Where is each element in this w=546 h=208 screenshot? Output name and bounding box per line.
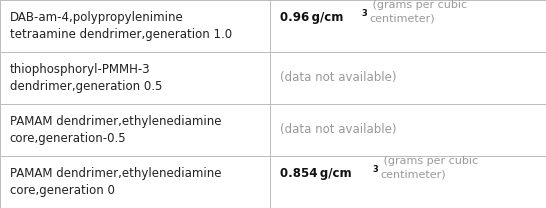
Text: PAMAM dendrimer,ethylenediamine
core,generation 0: PAMAM dendrimer,ethylenediamine core,gen…: [10, 167, 221, 197]
Text: PAMAM dendrimer,ethylenediamine
core,generation-0.5: PAMAM dendrimer,ethylenediamine core,gen…: [10, 115, 221, 145]
Text: 3: 3: [372, 165, 378, 174]
Text: 0.96 g/cm: 0.96 g/cm: [280, 11, 343, 24]
Text: (grams per cubic
centimeter): (grams per cubic centimeter): [380, 156, 478, 179]
Text: 0.854 g/cm: 0.854 g/cm: [280, 167, 352, 180]
Text: (data not available): (data not available): [280, 72, 396, 84]
Text: (data not available): (data not available): [280, 124, 396, 136]
Text: 3: 3: [362, 9, 367, 18]
Text: (grams per cubic
centimeter): (grams per cubic centimeter): [369, 0, 467, 23]
Text: DAB-am-4,polypropylenimine
tetraamine dendrimer,generation 1.0: DAB-am-4,polypropylenimine tetraamine de…: [10, 11, 232, 41]
Text: thiophosphoryl-PMMH-3
dendrimer,generation 0.5: thiophosphoryl-PMMH-3 dendrimer,generati…: [10, 63, 162, 93]
